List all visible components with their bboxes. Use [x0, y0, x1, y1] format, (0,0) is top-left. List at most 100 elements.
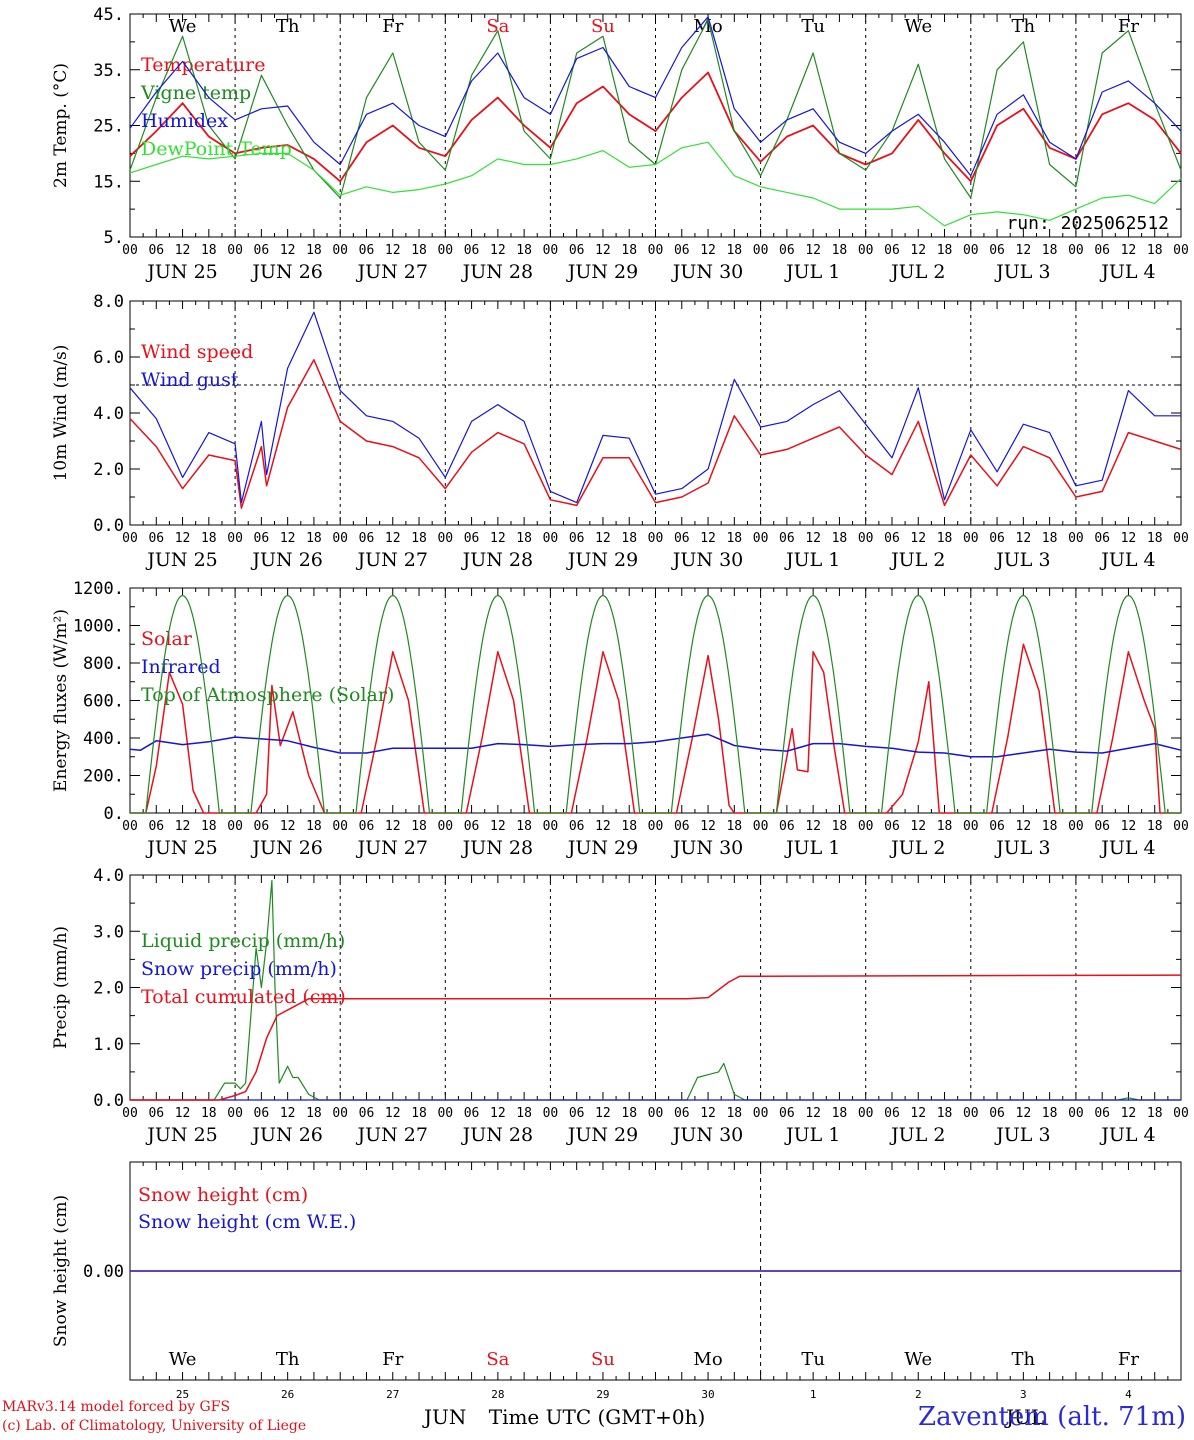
hour-label: 18 [411, 1106, 427, 1121]
hour-label: 06 [569, 531, 585, 546]
hour-label: 00 [963, 1106, 979, 1121]
hour-label: 12 [385, 531, 401, 546]
y-tick-label: 200. [83, 767, 124, 787]
y-tick-label: 1000. [73, 617, 124, 637]
hour-label: 18 [937, 819, 953, 834]
hour-label: 12 [805, 531, 821, 546]
hour-label: 18 [411, 819, 427, 834]
day-name: Sa [486, 1349, 509, 1370]
hour-label: 12 [175, 1106, 191, 1121]
hour-label: 18 [937, 531, 953, 546]
series-line [129, 733, 1182, 758]
hour-label: 00 [543, 1106, 559, 1121]
series-line [130, 643, 1181, 814]
hour-label: 12 [280, 531, 296, 546]
hour-label: 12 [1016, 531, 1032, 546]
y-axis-label: Precip (mm/h) [51, 926, 71, 1049]
hour-label: 06 [359, 531, 375, 546]
hour-label: 06 [884, 819, 900, 834]
station-name: Zaventem (alt. 71m) [918, 1402, 1186, 1432]
hour-label: 00 [122, 243, 138, 258]
hour-label: 18 [726, 531, 742, 546]
day-name: Fr [1118, 1349, 1139, 1370]
day-number: 28 [491, 1388, 504, 1401]
y-tick-label: 400. [83, 729, 124, 749]
date-label: JUN 30 [671, 1124, 743, 1146]
hour-label: 12 [805, 243, 821, 258]
hour-label: 00 [332, 531, 348, 546]
date-label: JUN 28 [461, 837, 533, 859]
legend-entry: Wind gust [141, 369, 239, 391]
hour-label: 00 [753, 819, 769, 834]
hour-label: 00 [437, 531, 453, 546]
y-tick-label: 600. [83, 692, 124, 712]
y-tick-label: 0.0 [93, 516, 124, 536]
hour-label: 06 [674, 243, 690, 258]
hour-label: 06 [779, 531, 795, 546]
hour-label: 12 [700, 819, 716, 834]
y-tick-label: 45. [93, 5, 124, 25]
hour-label: 00 [332, 819, 348, 834]
y-tick-label: 6.0 [93, 348, 124, 368]
day-name: Su [591, 16, 615, 37]
hour-label: 06 [464, 1106, 480, 1121]
hour-label: 18 [201, 819, 217, 834]
legend-entry: Snow precip (mm/h) [141, 958, 337, 980]
legend-entry: Wind speed [141, 341, 253, 363]
hour-label: 18 [516, 531, 532, 546]
day-number: 30 [701, 1388, 714, 1401]
hour-label: 00 [1068, 243, 1084, 258]
hour-label: 18 [1042, 243, 1058, 258]
hour-label: 00 [227, 243, 243, 258]
date-label: JUN 26 [250, 261, 322, 283]
date-label: JUL 4 [1099, 549, 1155, 571]
hour-label: 06 [254, 243, 270, 258]
day-name: Tu [801, 1349, 825, 1370]
day-name: Fr [1118, 16, 1139, 37]
hour-label: 18 [1042, 1106, 1058, 1121]
hour-label: 00 [437, 243, 453, 258]
hour-label: 12 [1121, 819, 1137, 834]
hour-label: 18 [201, 531, 217, 546]
hour-label: 00 [122, 819, 138, 834]
hour-label: 18 [1147, 531, 1163, 546]
hour-label: 12 [490, 243, 506, 258]
series-line [130, 594, 1181, 814]
date-label: JUN 26 [250, 837, 322, 859]
date-label: JUL 3 [994, 1124, 1050, 1146]
hour-label: 06 [359, 1106, 375, 1121]
date-label: JUN 30 [671, 261, 743, 283]
y-tick-label: 15. [93, 172, 124, 192]
hour-label: 06 [989, 1106, 1005, 1121]
day-name: Mo [693, 16, 722, 37]
hour-label: 00 [122, 531, 138, 546]
hour-label: 12 [1016, 1106, 1032, 1121]
y-tick-label: 2.0 [93, 460, 124, 480]
hour-label: 18 [1147, 1106, 1163, 1121]
hour-label: 18 [306, 819, 322, 834]
hour-label: 06 [779, 1106, 795, 1121]
hour-label: 06 [884, 243, 900, 258]
y-tick-label: 800. [83, 654, 124, 674]
date-label: JUN 27 [356, 261, 428, 283]
legend-entry: Vigne temp [140, 82, 251, 104]
hour-label: 06 [779, 819, 795, 834]
x-axis-label: Time UTC (GMT+0h) [488, 1405, 706, 1429]
hour-label: 06 [148, 819, 164, 834]
y-tick-label: 35. [93, 61, 124, 81]
y-tick-label: 5. [104, 228, 124, 248]
hour-label: 06 [674, 531, 690, 546]
hour-label: 06 [464, 531, 480, 546]
date-label: JUL 2 [889, 549, 945, 571]
hour-label: 18 [201, 1106, 217, 1121]
day-name: Fr [382, 16, 403, 37]
hour-label: 00 [227, 1106, 243, 1121]
hour-label: 00 [543, 531, 559, 546]
date-label: JUN 25 [145, 1124, 217, 1146]
hour-label: 12 [910, 531, 926, 546]
date-label: JUN 27 [356, 1124, 428, 1146]
day-name: Fr [382, 1349, 403, 1370]
date-label: JUN 30 [671, 837, 743, 859]
hour-label: 12 [1016, 243, 1032, 258]
hour-label: 00 [227, 531, 243, 546]
